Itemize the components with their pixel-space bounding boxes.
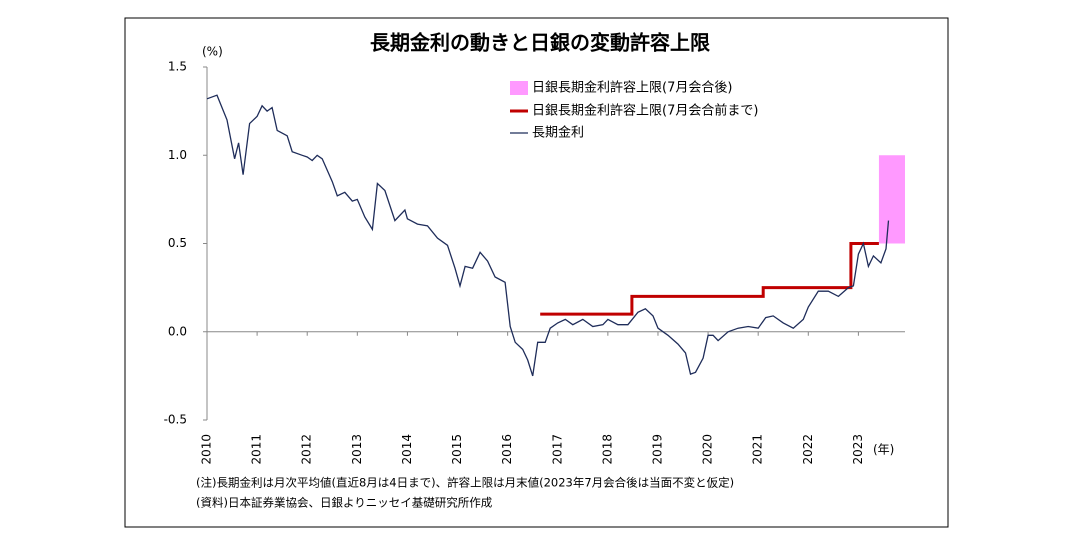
x-tick-label: 2023: [851, 434, 865, 465]
note: (注)長期金利は月次平均値(直近8月は4日まで)、許容上限は月末値(2023年7…: [196, 476, 734, 490]
line: [540, 242, 879, 316]
x-tick-label: 2017: [550, 434, 564, 465]
chart-title: 長期金利の動きと日銀の変動許容上限: [370, 31, 710, 55]
line: [206, 94, 890, 377]
note: (資料)日本証券業協会、日銀よりニッセイ基礎研究所作成: [196, 496, 493, 510]
x-tick-label: 2019: [650, 434, 664, 465]
x-tick-label: 2018: [600, 434, 614, 465]
legend-label: 日銀長期金利許容上限(7月会合後): [532, 80, 732, 96]
legend-label: 長期金利: [532, 125, 584, 141]
x-tick-label: 2020: [701, 434, 715, 465]
legend-label: 日銀長期金利許容上限(7月会合前まで): [532, 103, 758, 119]
frame: [124, 17, 949, 528]
x-tick-label: 2021: [751, 434, 765, 465]
band: [878, 155, 905, 244]
x-tick-label: 2011: [250, 434, 264, 465]
x-tick-label: 2014: [400, 434, 414, 465]
y-tick-label: 1.0: [168, 148, 187, 162]
y-tick-label: 0.0: [168, 324, 187, 338]
x-tick-label: 2012: [300, 434, 314, 465]
y-tick-label: -0.5: [164, 413, 187, 427]
y-axis-label: (%): [202, 45, 223, 59]
x-axis-label: (年): [873, 443, 894, 457]
x-tick-label: 2022: [801, 434, 815, 465]
y-tick-label: 1.5: [168, 60, 187, 74]
legend-swatch: [510, 81, 528, 95]
x-tick-label: 2015: [450, 434, 464, 465]
x-tick-label: 2016: [500, 434, 514, 465]
x-tick-label: 2010: [200, 434, 214, 465]
x-tick-label: 2013: [350, 434, 364, 465]
y-tick-label: 0.5: [168, 236, 187, 250]
